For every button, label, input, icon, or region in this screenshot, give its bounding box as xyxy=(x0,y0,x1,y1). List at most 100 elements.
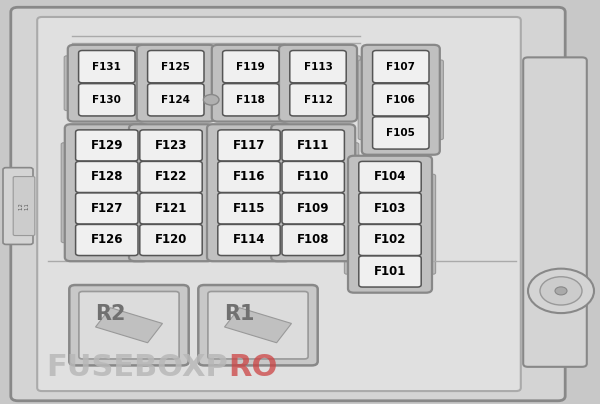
FancyBboxPatch shape xyxy=(203,143,217,243)
FancyBboxPatch shape xyxy=(208,56,221,111)
Circle shape xyxy=(528,269,594,313)
FancyBboxPatch shape xyxy=(218,224,280,255)
Text: F115: F115 xyxy=(233,202,265,215)
FancyBboxPatch shape xyxy=(148,50,204,83)
Text: F124: F124 xyxy=(161,95,190,105)
FancyBboxPatch shape xyxy=(218,193,280,224)
FancyBboxPatch shape xyxy=(281,143,295,243)
FancyBboxPatch shape xyxy=(218,130,280,161)
FancyBboxPatch shape xyxy=(373,84,429,116)
Text: F128: F128 xyxy=(91,170,123,183)
FancyBboxPatch shape xyxy=(76,130,138,161)
FancyBboxPatch shape xyxy=(139,143,152,243)
Text: F116: F116 xyxy=(233,170,265,183)
Text: F126: F126 xyxy=(91,234,123,246)
Circle shape xyxy=(203,95,219,105)
Text: FUSEBOXP: FUSEBOXP xyxy=(46,353,228,382)
FancyBboxPatch shape xyxy=(207,124,291,261)
FancyBboxPatch shape xyxy=(223,50,279,83)
FancyBboxPatch shape xyxy=(290,50,346,83)
FancyBboxPatch shape xyxy=(76,193,138,224)
Text: F103: F103 xyxy=(374,202,406,215)
FancyBboxPatch shape xyxy=(198,285,318,365)
Text: R2: R2 xyxy=(95,304,125,324)
Text: F111: F111 xyxy=(297,139,329,152)
FancyBboxPatch shape xyxy=(212,45,290,122)
Text: F119: F119 xyxy=(236,62,265,72)
FancyBboxPatch shape xyxy=(79,292,179,359)
FancyBboxPatch shape xyxy=(148,84,204,116)
FancyBboxPatch shape xyxy=(523,57,587,367)
FancyBboxPatch shape xyxy=(218,161,280,192)
Text: F105: F105 xyxy=(386,128,415,138)
FancyBboxPatch shape xyxy=(359,256,421,287)
FancyBboxPatch shape xyxy=(282,193,344,224)
Text: F102: F102 xyxy=(374,234,406,246)
FancyBboxPatch shape xyxy=(140,130,202,161)
Text: F118: F118 xyxy=(236,95,265,105)
FancyBboxPatch shape xyxy=(373,117,429,149)
Text: F122: F122 xyxy=(155,170,187,183)
FancyBboxPatch shape xyxy=(347,56,361,111)
Text: F110: F110 xyxy=(297,170,329,183)
FancyBboxPatch shape xyxy=(13,177,35,236)
FancyBboxPatch shape xyxy=(125,143,139,243)
Text: F106: F106 xyxy=(386,95,415,105)
FancyBboxPatch shape xyxy=(348,156,432,292)
FancyBboxPatch shape xyxy=(268,143,281,243)
FancyBboxPatch shape xyxy=(140,161,202,192)
Text: F112: F112 xyxy=(304,95,332,105)
FancyBboxPatch shape xyxy=(79,84,135,116)
Text: F131: F131 xyxy=(92,62,121,72)
Polygon shape xyxy=(224,308,292,343)
Text: RO: RO xyxy=(228,353,277,382)
FancyBboxPatch shape xyxy=(282,161,344,192)
FancyBboxPatch shape xyxy=(76,224,138,255)
FancyBboxPatch shape xyxy=(422,174,436,274)
Text: F101: F101 xyxy=(374,265,406,278)
FancyBboxPatch shape xyxy=(11,7,565,401)
FancyBboxPatch shape xyxy=(358,60,371,140)
FancyBboxPatch shape xyxy=(279,45,357,122)
Circle shape xyxy=(555,287,567,295)
FancyBboxPatch shape xyxy=(373,50,429,83)
FancyBboxPatch shape xyxy=(280,56,293,111)
Text: 1.2
1.1: 1.2 1.1 xyxy=(19,202,29,210)
FancyBboxPatch shape xyxy=(76,161,138,192)
Text: F120: F120 xyxy=(155,234,187,246)
Text: R1: R1 xyxy=(224,304,254,324)
FancyBboxPatch shape xyxy=(3,168,33,244)
Text: F114: F114 xyxy=(233,234,265,246)
FancyBboxPatch shape xyxy=(359,193,421,224)
FancyBboxPatch shape xyxy=(359,161,421,192)
Text: F113: F113 xyxy=(304,62,332,72)
FancyBboxPatch shape xyxy=(282,224,344,255)
FancyBboxPatch shape xyxy=(133,56,146,111)
FancyBboxPatch shape xyxy=(140,193,202,224)
FancyBboxPatch shape xyxy=(137,45,215,122)
Circle shape xyxy=(540,277,582,305)
Text: F125: F125 xyxy=(161,62,190,72)
FancyBboxPatch shape xyxy=(129,124,213,261)
FancyBboxPatch shape xyxy=(282,130,344,161)
Text: F129: F129 xyxy=(91,139,123,152)
FancyBboxPatch shape xyxy=(430,60,443,140)
Text: F109: F109 xyxy=(297,202,329,215)
FancyBboxPatch shape xyxy=(344,174,358,274)
FancyBboxPatch shape xyxy=(223,84,279,116)
FancyBboxPatch shape xyxy=(205,56,218,111)
Text: F107: F107 xyxy=(386,62,415,72)
FancyBboxPatch shape xyxy=(290,84,346,116)
FancyBboxPatch shape xyxy=(359,224,421,255)
Text: F104: F104 xyxy=(374,170,406,183)
FancyBboxPatch shape xyxy=(64,56,77,111)
FancyBboxPatch shape xyxy=(70,285,188,365)
FancyBboxPatch shape xyxy=(362,45,440,155)
Text: F117: F117 xyxy=(233,139,265,152)
FancyBboxPatch shape xyxy=(271,124,355,261)
Text: F123: F123 xyxy=(155,139,187,152)
FancyBboxPatch shape xyxy=(79,50,135,83)
FancyBboxPatch shape xyxy=(203,143,217,243)
Text: F130: F130 xyxy=(92,95,121,105)
Text: F108: F108 xyxy=(297,234,329,246)
